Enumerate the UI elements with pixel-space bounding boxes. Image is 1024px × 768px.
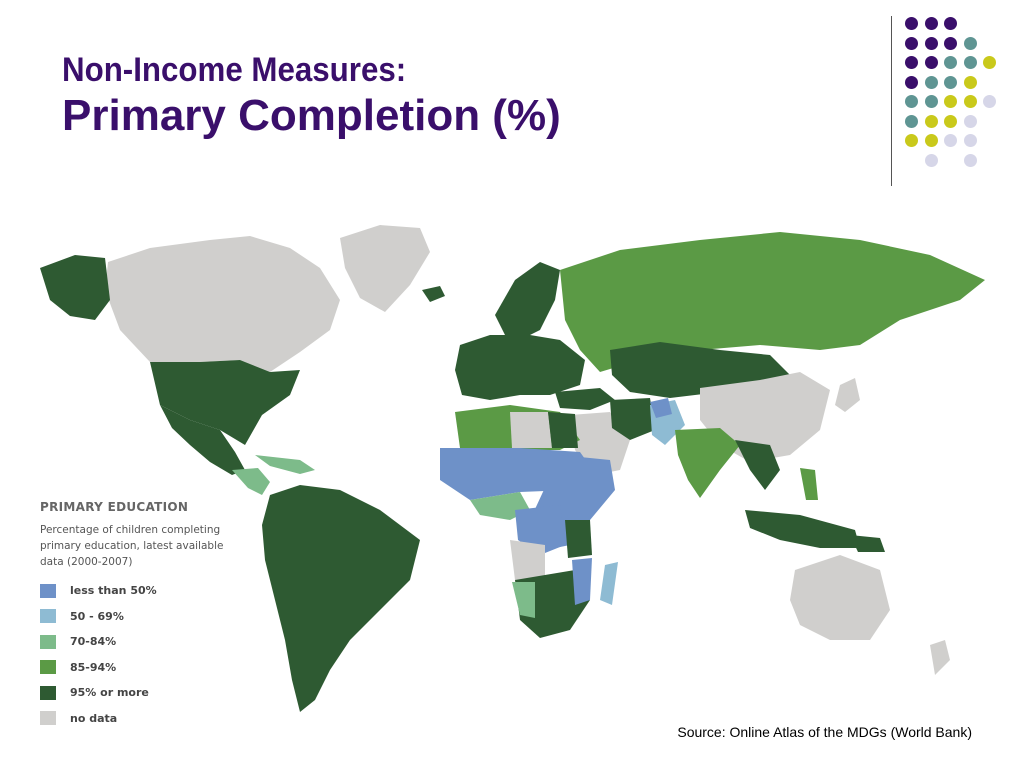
legend-description: Percentage of children completing primar… xyxy=(40,522,240,570)
region-central-america xyxy=(232,468,270,495)
region-se-asia xyxy=(735,440,780,490)
region-png xyxy=(850,535,885,552)
decorative-dot xyxy=(924,95,938,108)
source-caption: Source: Online Atlas of the MDGs (World … xyxy=(677,724,972,740)
legend-label: 50 - 69% xyxy=(70,609,124,623)
decorative-dot xyxy=(963,153,977,167)
decorative-dot xyxy=(924,75,938,89)
decorative-dot xyxy=(944,75,957,89)
decorative-dot xyxy=(905,134,918,147)
region-west-africa xyxy=(470,492,530,520)
decorative-dot xyxy=(944,17,957,30)
legend-title: PRIMARY EDUCATION xyxy=(40,500,189,514)
decorative-dot xyxy=(905,75,918,89)
region-india xyxy=(675,428,740,498)
legend-item: 50 - 69% xyxy=(40,604,240,630)
region-angola xyxy=(510,540,545,580)
world-map xyxy=(40,225,985,712)
region-egypt xyxy=(548,412,578,448)
decorative-dot xyxy=(924,134,938,147)
region-iran xyxy=(610,398,655,440)
legend-description-line-1: Percentage of children completing xyxy=(40,524,221,536)
decorative-dot xyxy=(983,95,996,108)
region-usa xyxy=(150,360,300,445)
decorative-dot xyxy=(905,36,918,50)
slide-title: Non-Income Measures: Primary Completion … xyxy=(62,50,561,142)
legend-label: less than 50% xyxy=(70,584,157,598)
legend-swatch xyxy=(40,660,56,675)
legend-item: less than 50% xyxy=(40,578,240,604)
legend-description-line-3: data (2000-2007) xyxy=(40,556,133,568)
region-namibia xyxy=(512,582,535,618)
region-caribbean xyxy=(255,455,315,474)
decorative-dot xyxy=(944,36,957,50)
decorative-dot xyxy=(924,36,938,50)
region-indonesia xyxy=(745,510,860,548)
legend-swatch xyxy=(40,609,56,624)
decorative-dot xyxy=(963,75,977,89)
region-mozambique xyxy=(572,558,592,605)
legend-swatch xyxy=(40,583,56,598)
decorative-dot xyxy=(924,114,938,128)
map-legend: PRIMARY EDUCATION Percentage of children… xyxy=(40,500,240,731)
region-madagascar xyxy=(600,562,618,605)
region-philippines xyxy=(800,468,818,500)
decorative-dot xyxy=(905,17,918,30)
decorative-dot xyxy=(963,36,977,50)
legend-swatch xyxy=(40,711,56,726)
region-tanzania xyxy=(565,520,592,558)
legend-item: no data xyxy=(40,706,240,732)
decorative-dot xyxy=(944,56,957,69)
legend-label: 95% or more xyxy=(70,686,149,700)
decorative-dot-grid xyxy=(905,12,1024,172)
legend-items: less than 50% 50 - 69% 70-84% 85-94% 95% or … xyxy=(40,578,240,731)
region-mexico xyxy=(160,405,245,475)
decorative-dot xyxy=(963,134,977,147)
title-divider xyxy=(891,16,892,186)
legend-swatch xyxy=(40,634,56,649)
region-alaska xyxy=(40,255,110,320)
region-greenland xyxy=(340,225,430,312)
legend-label: 85-94% xyxy=(70,660,117,674)
legend-item: 85-94% xyxy=(40,655,240,681)
decorative-dot xyxy=(963,56,977,69)
region-afghanistan xyxy=(650,398,672,418)
region-europe xyxy=(455,335,585,400)
region-japan xyxy=(835,378,860,412)
decorative-dot xyxy=(924,153,938,167)
decorative-dot xyxy=(944,95,957,108)
region-iceland xyxy=(422,286,445,302)
legend-description-line-2: primary education, latest available xyxy=(40,540,224,552)
region-scandinavia xyxy=(495,262,560,340)
decorative-dot xyxy=(905,114,918,128)
region-russia xyxy=(560,232,985,372)
decorative-dot xyxy=(944,114,957,128)
decorative-dot xyxy=(963,95,977,108)
decorative-dot xyxy=(905,56,918,69)
title-line-2: Primary Completion (%) xyxy=(62,91,561,140)
legend-item: 95% or more xyxy=(40,680,240,706)
region-south-america xyxy=(262,485,420,712)
decorative-dot xyxy=(924,56,938,69)
region-turkey xyxy=(555,388,615,410)
decorative-dot xyxy=(963,114,977,128)
decorative-dot xyxy=(983,56,996,69)
decorative-dot xyxy=(905,95,918,108)
decorative-dot xyxy=(924,17,938,30)
legend-swatch xyxy=(40,685,56,700)
legend-label: no data xyxy=(70,711,118,725)
region-libya xyxy=(510,412,552,448)
region-new-zealand xyxy=(930,640,950,675)
decorative-dot xyxy=(944,134,957,147)
legend-label: 70-84% xyxy=(70,635,117,649)
region-canada xyxy=(105,236,340,372)
region-australia xyxy=(790,555,890,640)
legend-item: 70-84% xyxy=(40,629,240,655)
title-line-1: Non-Income Measures: xyxy=(62,51,407,89)
